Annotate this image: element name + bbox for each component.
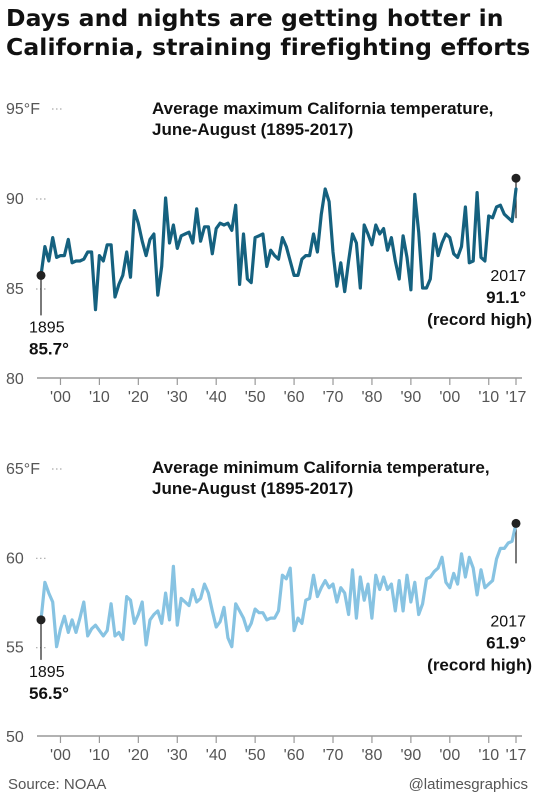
min-temperature-chart: Average minimum California temperature, J…: [0, 450, 538, 770]
min-ytick-label: 55: [6, 640, 24, 657]
max-xtick-label: '10: [89, 389, 110, 406]
max-ytick-label: 85: [6, 281, 24, 298]
min-xtick-label: '10: [478, 747, 499, 764]
min-xtick-label: '30: [167, 747, 188, 764]
max-annotation-year-1895: 1895: [29, 319, 65, 336]
min-annotation-value-2017: 61.9°: [486, 633, 526, 652]
max-annotation-value-1895: 85.7°: [29, 339, 69, 358]
min-ytick-label: 60: [6, 550, 24, 567]
min-xtick-label: '70: [323, 747, 344, 764]
max-temperature-chart: Average maximum California temperature, J…: [0, 90, 538, 430]
min-ytick-label: 50: [6, 729, 24, 746]
min-annotation-year-1895: 1895: [29, 664, 65, 681]
min-series-line: [39, 521, 518, 649]
min-xtick-label: '80: [362, 747, 383, 764]
min-xtick-label: '00: [50, 747, 71, 764]
min-xtick-label: '10: [89, 747, 110, 764]
min-xtick-label: '40: [206, 747, 227, 764]
max-title-line-1: Average maximum California temperature,: [152, 99, 493, 118]
max-ytick-label: 95°F: [6, 101, 40, 118]
max-xtick-label: '20: [128, 389, 149, 406]
max-xtick-label: '90: [400, 389, 421, 406]
min-xtick-label: '60: [284, 747, 305, 764]
max-xtick-label: '70: [323, 389, 344, 406]
max-xtick-label: '40: [206, 389, 227, 406]
max-ytick-label: 90: [6, 191, 24, 208]
max-xtick-label: '30: [167, 389, 188, 406]
max-annotation-year-2017: 2017: [490, 268, 526, 285]
headline: Days and nights are getting hotter in Ca…: [6, 4, 531, 61]
min-title-line-1: Average minimum California temperature,: [152, 458, 490, 477]
min-temperature-chart-svg: Average minimum California temperature, J…: [6, 458, 532, 764]
max-annotation-dot-2017: [511, 173, 521, 183]
credit-note: @latimesgraphics: [408, 776, 528, 793]
min-xtick-label: '17: [506, 747, 527, 764]
min-annotation-year-2017: 2017: [490, 613, 526, 630]
max-xtick-label: '00: [439, 389, 460, 406]
max-xtick-label: '10: [478, 389, 499, 406]
min-annotation-dot-1895: [36, 615, 46, 625]
max-series-line: [39, 187, 518, 312]
min-title-line-2: June-August (1895-2017): [152, 479, 353, 498]
source-note: Source: NOAA: [8, 776, 107, 793]
min-ytick-label: 65°F: [6, 461, 40, 478]
max-xtick-label: '60: [284, 389, 305, 406]
min-annotation-value-1895: 56.5°: [29, 684, 69, 703]
max-annotation-dot-1895: [36, 270, 46, 280]
min-xtick-label: '50: [245, 747, 266, 764]
max-ytick-label: 80: [6, 371, 24, 388]
min-xtick-label: '00: [439, 747, 460, 764]
min-annotation-note-2017: (record high): [427, 655, 532, 674]
max-title-line-2: June-August (1895-2017): [152, 120, 353, 139]
min-xtick-label: '20: [128, 747, 149, 764]
max-xtick-label: '80: [362, 389, 383, 406]
max-xtick-label: '50: [245, 389, 266, 406]
min-xtick-label: '90: [400, 747, 421, 764]
max-annotation-value-2017: 91.1°: [486, 288, 526, 307]
max-temperature-chart-svg: Average maximum California temperature, J…: [6, 99, 532, 406]
max-annotation-note-2017: (record high): [427, 310, 532, 329]
max-xtick-label: '17: [506, 389, 527, 406]
min-annotation-dot-2017: [511, 518, 521, 528]
max-xtick-label: '00: [50, 389, 71, 406]
